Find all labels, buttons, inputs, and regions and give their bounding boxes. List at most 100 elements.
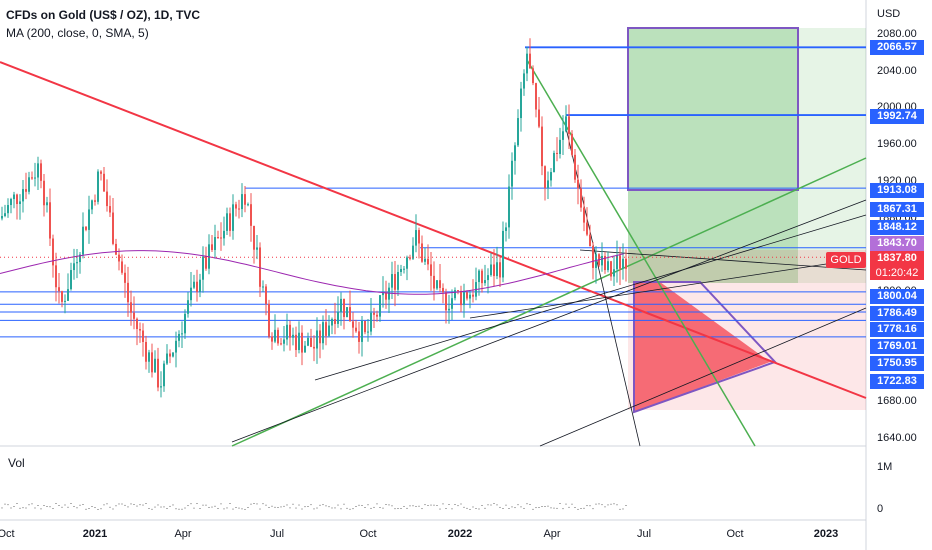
volume-bar xyxy=(139,504,141,506)
candle-body xyxy=(481,270,483,284)
volume-bar xyxy=(19,507,21,509)
volume-bar xyxy=(523,507,525,509)
price-label[interactable]: 1867.31 xyxy=(870,202,924,217)
candle-body xyxy=(280,343,282,345)
x-tick-label: 2021 xyxy=(82,528,108,540)
candle-body xyxy=(463,292,465,306)
candle-body xyxy=(574,154,576,180)
candle-body xyxy=(166,353,168,364)
candle-body xyxy=(622,258,624,269)
volume-label[interactable]: Vol xyxy=(8,456,25,470)
candle-body xyxy=(316,330,318,349)
x-tick-label: Oct xyxy=(359,528,377,540)
volume-bar xyxy=(472,506,474,508)
volume-bar xyxy=(601,504,603,506)
candle-body xyxy=(229,213,231,231)
price-label[interactable]: 2066.57 xyxy=(870,40,924,55)
candle-body xyxy=(415,230,417,246)
price-label[interactable]: 1750.95 xyxy=(870,356,924,371)
volume-bar xyxy=(430,504,432,506)
candle-body xyxy=(7,205,9,214)
volume-bar xyxy=(10,507,12,509)
volume-bar xyxy=(613,503,615,505)
indicator-legend[interactable]: MA (200, close, 0, SMA, 5) xyxy=(6,26,149,40)
volume-bar xyxy=(187,505,189,507)
price-label[interactable]: 1778.16 xyxy=(870,322,924,337)
chart-title: CFDs on Gold (US$ / OZ), 1D, TVC xyxy=(6,8,201,22)
volume-bar xyxy=(421,508,423,510)
candle-body xyxy=(199,279,201,292)
candle-body xyxy=(589,234,591,247)
candle-body xyxy=(271,336,273,342)
price-label[interactable]: 1786.49 xyxy=(870,306,924,321)
volume-bar xyxy=(31,503,33,505)
candle-body xyxy=(244,194,246,205)
candle-body xyxy=(514,145,516,161)
price-label[interactable]: 1769.01 xyxy=(870,339,924,354)
candle-body xyxy=(85,226,87,230)
volume-bar xyxy=(385,504,387,505)
volume-bar xyxy=(61,506,63,508)
volume-bar xyxy=(502,508,504,509)
price-label[interactable]: 1913.08 xyxy=(870,183,924,198)
volume-bar xyxy=(178,508,180,510)
volume-bar xyxy=(184,507,186,509)
volume-bar xyxy=(619,508,621,510)
candle-body xyxy=(400,268,402,273)
candle-body xyxy=(268,303,270,337)
price-label[interactable]: 1837.80 xyxy=(870,251,924,266)
candle-body xyxy=(436,280,438,289)
loss-zone xyxy=(634,282,770,412)
volume-bar xyxy=(295,507,297,509)
volume-bar xyxy=(262,503,264,505)
profit-zone-light xyxy=(628,28,866,283)
volume-bar xyxy=(346,507,348,509)
candle-body xyxy=(388,287,390,300)
volume-bar xyxy=(229,503,231,504)
volume-bar xyxy=(76,507,78,509)
candle-body xyxy=(604,255,606,271)
candle-body xyxy=(304,345,306,353)
volume-bar xyxy=(625,505,627,506)
x-tick-label: 2022 xyxy=(447,528,473,540)
volume-bar xyxy=(583,507,585,509)
candle-body xyxy=(118,254,120,262)
candle-body xyxy=(424,258,426,262)
ma-line xyxy=(0,250,625,295)
candle-body xyxy=(313,346,315,349)
volume-bar xyxy=(112,508,114,510)
x-tick-label: 2023 xyxy=(813,528,839,540)
candle-body xyxy=(130,302,132,313)
candle-body xyxy=(445,292,447,311)
candle-body xyxy=(334,319,336,324)
candle-body xyxy=(601,255,603,266)
candle-body xyxy=(160,386,162,388)
volume-bar xyxy=(484,507,486,509)
volume-bar xyxy=(397,508,399,509)
volume-bar xyxy=(274,506,276,508)
candle-body xyxy=(394,274,396,290)
volume-bar xyxy=(460,503,462,505)
price-label[interactable]: 1848.12 xyxy=(870,220,924,235)
volume-bar xyxy=(283,505,285,507)
candle-body xyxy=(43,180,45,206)
price-label[interactable]: 1722.83 xyxy=(870,374,924,389)
volume-bar xyxy=(307,506,309,507)
volume-bar xyxy=(598,503,600,505)
volume-bar xyxy=(436,505,438,506)
candle-body xyxy=(466,292,468,299)
volume-bar xyxy=(427,505,429,506)
volume-bar xyxy=(157,504,159,506)
green-support-line xyxy=(231,157,867,447)
price-label[interactable]: 1843.70 xyxy=(870,236,924,251)
volume-bar xyxy=(358,504,360,506)
candle-body xyxy=(34,177,36,179)
candle-body xyxy=(517,118,519,146)
price-label[interactable]: 1800.04 xyxy=(870,289,924,304)
candle-body xyxy=(412,245,414,259)
price-label[interactable]: 1992.74 xyxy=(870,109,924,124)
volume-bar xyxy=(169,505,171,507)
candle-body xyxy=(196,281,198,292)
volume-bar xyxy=(562,508,564,510)
